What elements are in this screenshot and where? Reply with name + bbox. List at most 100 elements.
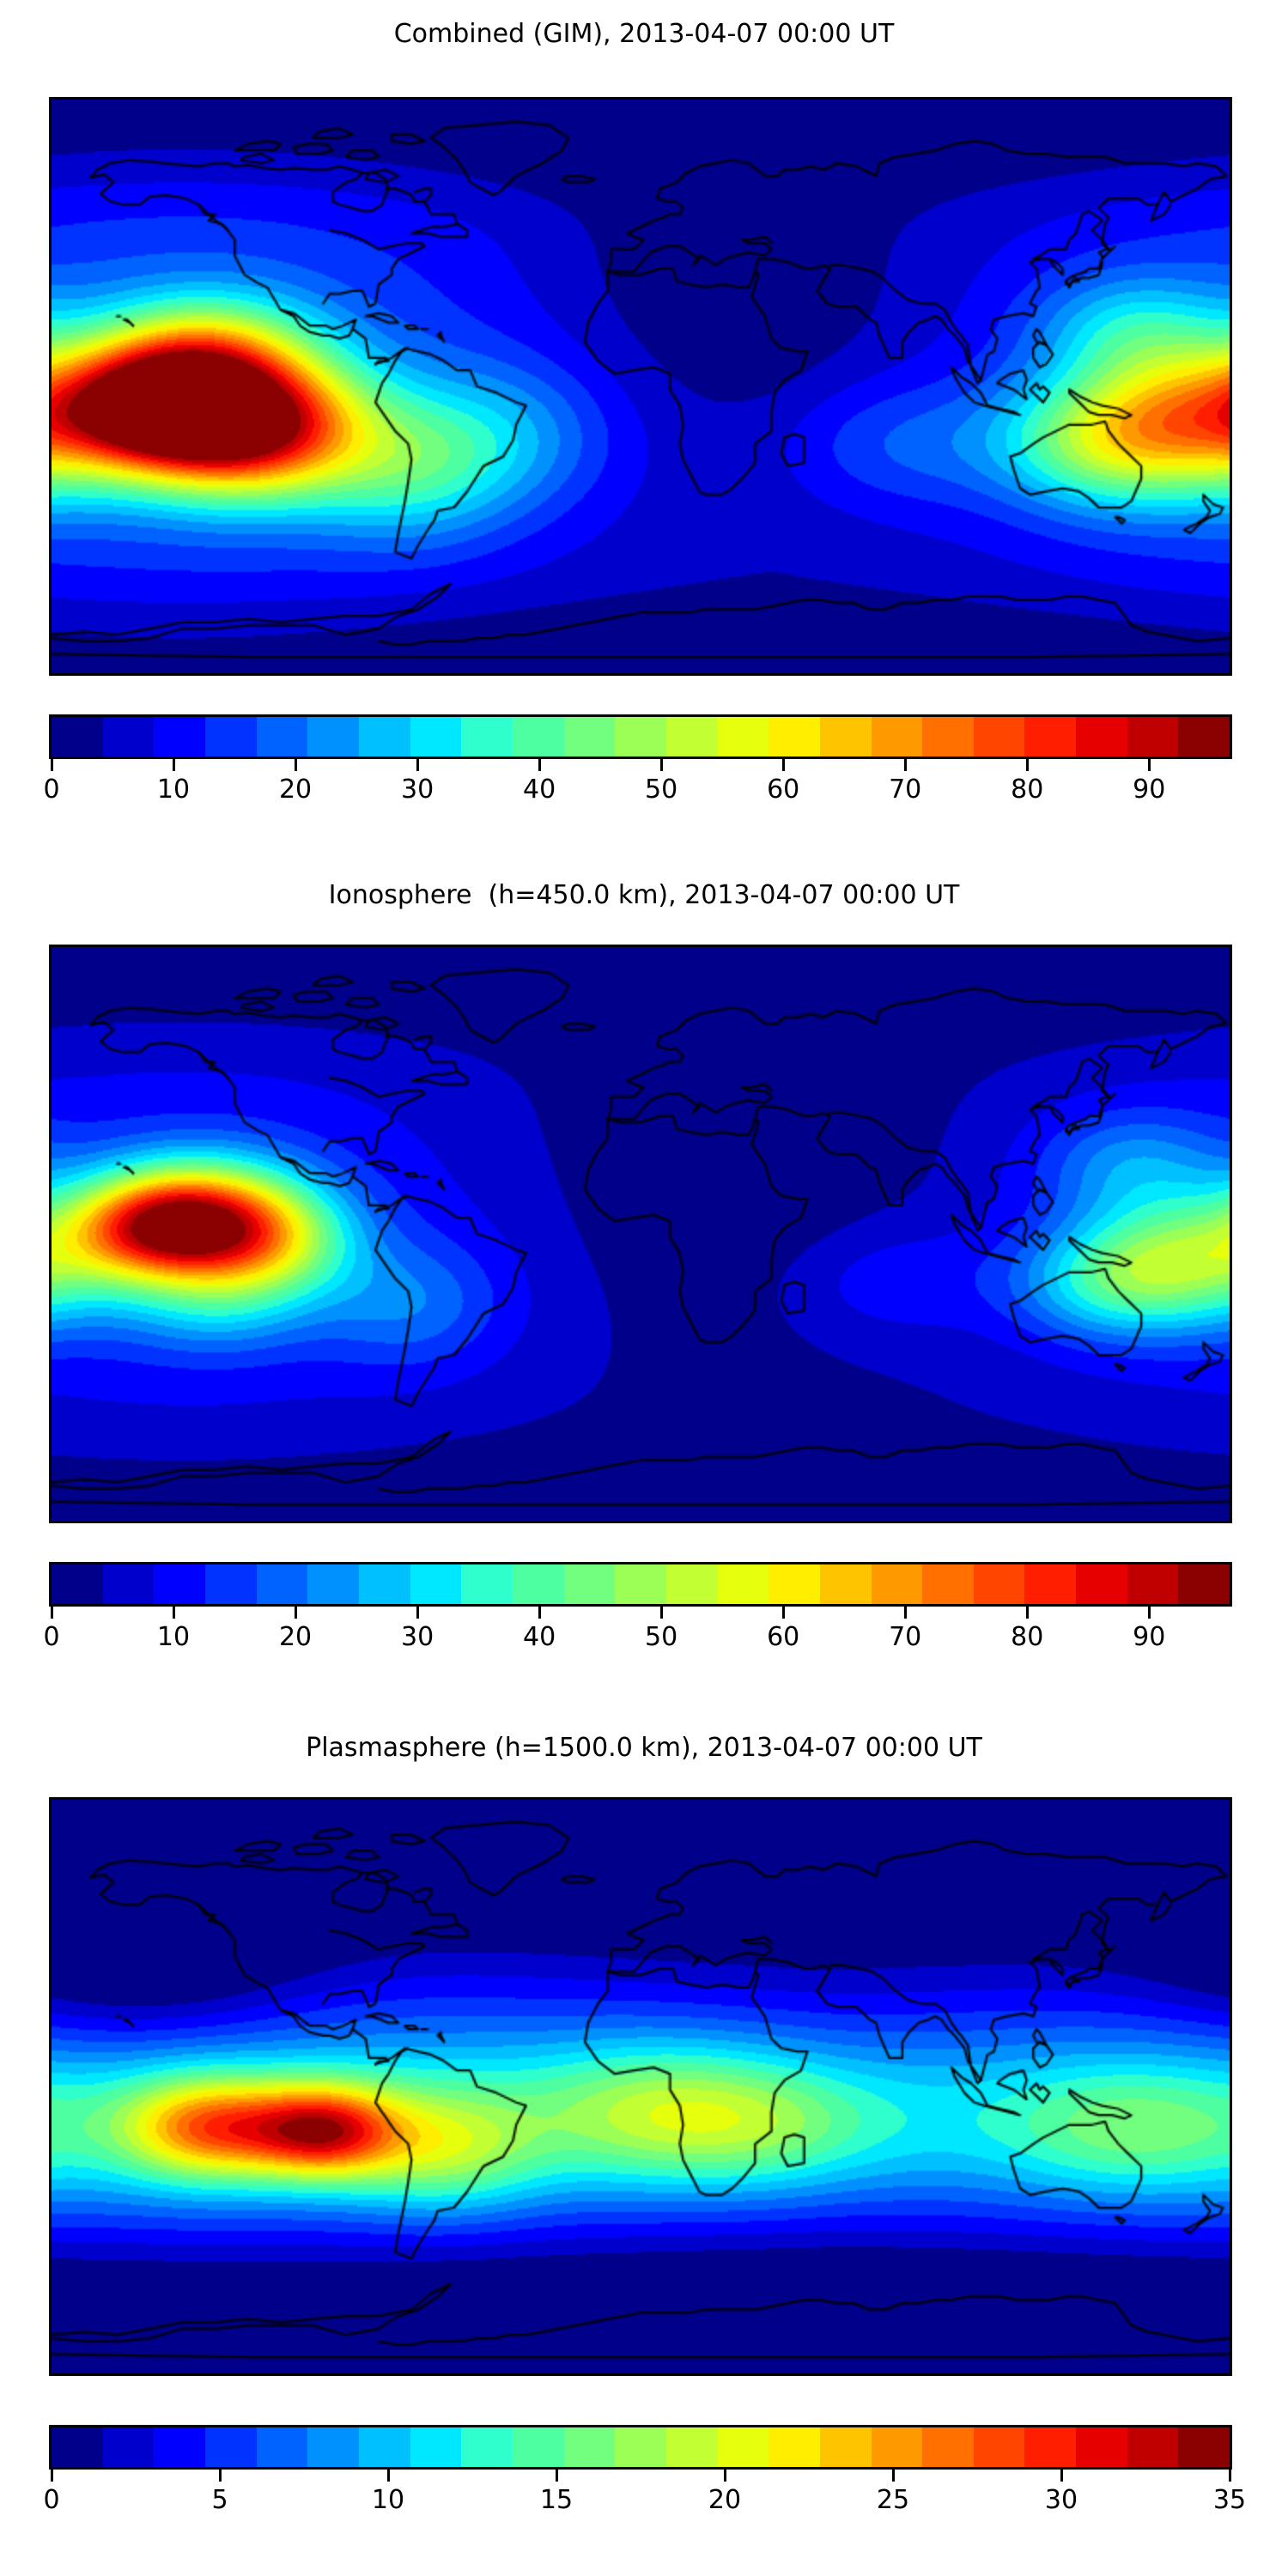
colorbar-cell-2 [154,2427,205,2467]
colorbar-cell-13 [717,717,769,756]
colorbar-cell-20 [1076,1564,1127,1604]
panel-plasmasphere: Plasmasphere (h=1500.0 km), 2013-04-07 0… [0,1717,1288,2576]
colorbar-cell-7 [410,717,462,756]
tick-label: 10 [156,1622,191,1652]
tick-mark [555,2470,558,2482]
colorbar-cell-2 [154,1564,205,1604]
colorbar-cell-21 [1127,717,1179,756]
colorbar-cell-10 [563,717,616,756]
tick-mark [50,2470,53,2482]
colorbar-ionosphere [49,1562,1232,1607]
tick-mark [903,1607,907,1619]
tick-label: 0 [43,2485,60,2515]
tick-mark [1025,759,1029,771]
tick-label: 25 [876,2485,910,2515]
colorbar-cell-5 [307,1564,359,1604]
colorbar-cell-22 [1178,1564,1230,1604]
tick-mark [659,759,663,771]
colorbar-cell-2 [154,717,205,756]
colorbar-cell-14 [769,1564,820,1604]
tick-label: 80 [1011,775,1044,805]
colorbar-strip [52,1564,1230,1604]
colorbar-cell-12 [665,2427,718,2467]
panel-ionosphere: Ionosphere (h=450.0 km), 2013-04-07 00:0… [0,859,1288,1717]
tick-mark [1147,1607,1151,1619]
tick-label: 20 [708,2485,742,2515]
tick-label: 90 [1133,1622,1166,1652]
tick-label: 30 [400,1622,434,1652]
colorbar-cell-20 [1076,717,1127,756]
colorbar-cell-16 [871,717,923,756]
tick-mark [538,1607,541,1619]
colorbar-cell-5 [307,717,359,756]
colorbar-cell-19 [1024,717,1077,756]
tick-label: 40 [523,775,556,805]
colorbar-cell-18 [973,717,1025,756]
panel-title-ionosphere: Ionosphere (h=450.0 km), 2013-04-07 00:0… [328,880,960,910]
colorbar-cell-4 [256,2427,308,2467]
colorbar-cell-15 [819,717,872,756]
colorbar-cell-8 [461,2427,513,2467]
colorbar-combined [49,714,1232,759]
tick-mark [294,759,297,771]
tick-label: 0 [43,775,60,805]
colorbar-ticks-combined: 0 10 20 30 40 50 60 70 80 90 [43,759,1232,819]
colorbar-cell-5 [307,2427,359,2467]
colorbar-cell-8 [461,1564,513,1604]
tick-mark [659,1607,663,1619]
colorbar-cell-3 [204,2427,257,2467]
tick-label: 60 [767,1622,800,1652]
colorbar-cell-14 [769,717,820,756]
colorbar-cell-17 [922,2427,974,2467]
colorbar-cell-18 [973,2427,1025,2467]
colorbar-cell-12 [665,717,718,756]
colorbar-cell-21 [1127,1564,1179,1604]
colorbar-cell-1 [102,717,155,756]
panel-combined: Combined (GIM), 2013-04-07 00:00 UT 0 10 2… [0,0,1288,859]
tick-label: 10 [371,2485,405,2515]
tick-label: 15 [539,2485,574,2515]
colorbar-cell-10 [563,1564,616,1604]
tick-label: 35 [1212,2485,1247,2515]
tick-mark [172,1607,175,1619]
colorbar-cell-1 [102,1564,155,1604]
tick-mark [172,759,175,771]
colorbar-cell-14 [769,2427,820,2467]
tick-mark [1147,759,1151,771]
colorbar-cell-4 [256,1564,308,1604]
colorbar-cell-9 [512,1564,564,1604]
tick-mark [1025,1607,1029,1619]
colorbar-plasmasphere [49,2425,1232,2470]
colorbar-cell-0 [52,2427,103,2467]
colorbar-cell-3 [204,717,257,756]
tick-mark [903,759,907,771]
tick-label: 5 [211,2485,228,2515]
tick-mark [416,759,419,771]
tick-label: 60 [767,775,800,805]
tick-label: 50 [645,1622,678,1652]
tick-label: 70 [889,1622,922,1652]
tick-mark [1228,2470,1231,2482]
map-axes-ionosphere [49,945,1232,1523]
tick-mark [723,2470,726,2482]
colorbar-cell-10 [563,2427,616,2467]
colorbar-cell-7 [410,1564,462,1604]
tick-label: 90 [1133,775,1166,805]
colorbar-cell-3 [204,1564,257,1604]
tick-label: 70 [889,775,922,805]
colorbar-cell-15 [819,1564,872,1604]
colorbar-cell-9 [512,2427,564,2467]
colorbar-cell-21 [1127,2427,1179,2467]
colorbar-cell-0 [52,1564,103,1604]
colorbar-cell-8 [461,717,513,756]
tick-mark [891,2470,895,2482]
tick-label: 40 [523,1622,556,1652]
colorbar-cell-6 [358,1564,410,1604]
colorbar-cell-17 [922,1564,974,1604]
tick-mark [1060,2470,1063,2482]
colorbar-cell-19 [1024,2427,1077,2467]
map-axes-plasmasphere [49,1797,1232,2376]
panel-title-combined: Combined (GIM), 2013-04-07 00:00 UT [393,19,895,49]
colorbar-cell-9 [512,717,564,756]
